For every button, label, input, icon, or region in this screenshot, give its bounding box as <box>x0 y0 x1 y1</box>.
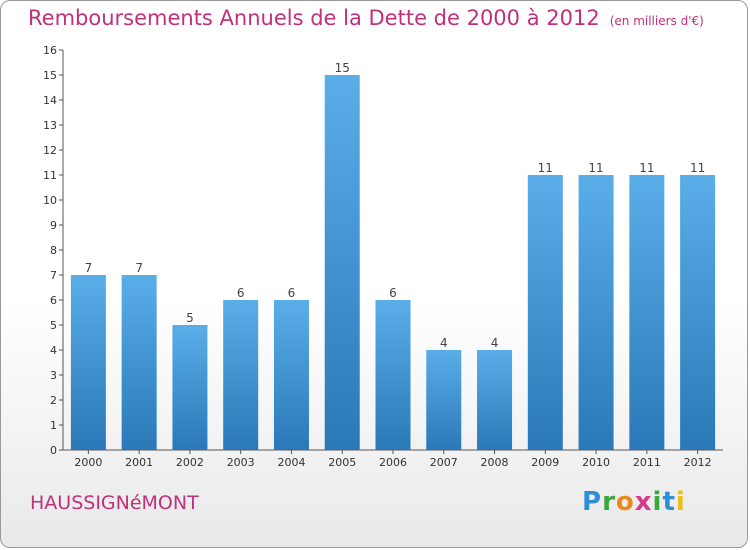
bar <box>578 175 614 450</box>
x-tick-label: 2005 <box>328 456 356 469</box>
y-tick-label: 8 <box>50 244 57 257</box>
x-tick-label: 2007 <box>430 456 458 469</box>
y-tick-label: 16 <box>43 44 57 57</box>
bar <box>324 75 360 450</box>
x-tick-label: 2011 <box>633 456 661 469</box>
y-tick-label: 9 <box>50 219 57 232</box>
data-label: 7 <box>85 261 93 275</box>
data-label: 15 <box>335 61 350 75</box>
x-tick-label: 2001 <box>125 456 153 469</box>
data-label: 11 <box>538 161 553 175</box>
x-tick-label: 2012 <box>684 456 712 469</box>
bar <box>121 275 157 450</box>
y-tick-label: 14 <box>43 94 57 107</box>
y-tick-label: 13 <box>43 119 57 132</box>
bar <box>680 175 716 450</box>
y-tick-label: 15 <box>43 69 57 82</box>
proxiti-logo: Proxiti <box>582 487 686 517</box>
commune-name: HAUSSIGNéMONT <box>30 492 199 514</box>
y-tick-label: 4 <box>50 344 57 357</box>
y-tick-label: 10 <box>43 194 57 207</box>
y-tick-label: 3 <box>50 369 57 382</box>
bar <box>375 300 411 450</box>
y-tick-label: 7 <box>50 269 57 282</box>
bar <box>527 175 563 450</box>
bar <box>477 350 513 450</box>
chart-title-text: Remboursements Annuels de la Dette de 20… <box>28 6 600 30</box>
bar <box>273 300 309 450</box>
x-tick-label: 2009 <box>531 456 559 469</box>
y-tick-label: 12 <box>43 144 57 157</box>
x-tick-label: 2000 <box>74 456 102 469</box>
y-tick-label: 6 <box>50 294 57 307</box>
data-label: 11 <box>588 161 603 175</box>
bar <box>172 325 208 450</box>
x-tick-label: 2002 <box>176 456 204 469</box>
x-tick-label: 2004 <box>277 456 305 469</box>
y-tick-label: 2 <box>50 394 57 407</box>
bar <box>223 300 259 450</box>
data-label: 6 <box>288 286 296 300</box>
y-tick-label: 1 <box>50 419 57 432</box>
y-tick-label: 0 <box>50 444 57 457</box>
bar <box>70 275 106 450</box>
data-label: 11 <box>690 161 705 175</box>
data-label: 4 <box>491 336 499 350</box>
bar <box>426 350 462 450</box>
y-tick-label: 5 <box>50 319 57 332</box>
data-label: 7 <box>135 261 143 275</box>
bars: 7 7 5 6 6 15 6 4 4 11 11 11 11 <box>70 61 716 450</box>
data-label: 6 <box>237 286 245 300</box>
chart-title: Remboursements Annuels de la Dette de 20… <box>28 6 704 30</box>
chart-unit: (en milliers d'€) <box>609 14 704 28</box>
x-tick-label: 2006 <box>379 456 407 469</box>
data-label: 6 <box>389 286 397 300</box>
data-label: 11 <box>639 161 654 175</box>
bar <box>629 175 665 450</box>
data-label: 5 <box>186 311 194 325</box>
x-tick-label: 2010 <box>582 456 610 469</box>
x-tick-label: 2008 <box>481 456 509 469</box>
data-label: 4 <box>440 336 448 350</box>
x-tick-label: 2003 <box>227 456 255 469</box>
y-tick-label: 11 <box>43 169 57 182</box>
